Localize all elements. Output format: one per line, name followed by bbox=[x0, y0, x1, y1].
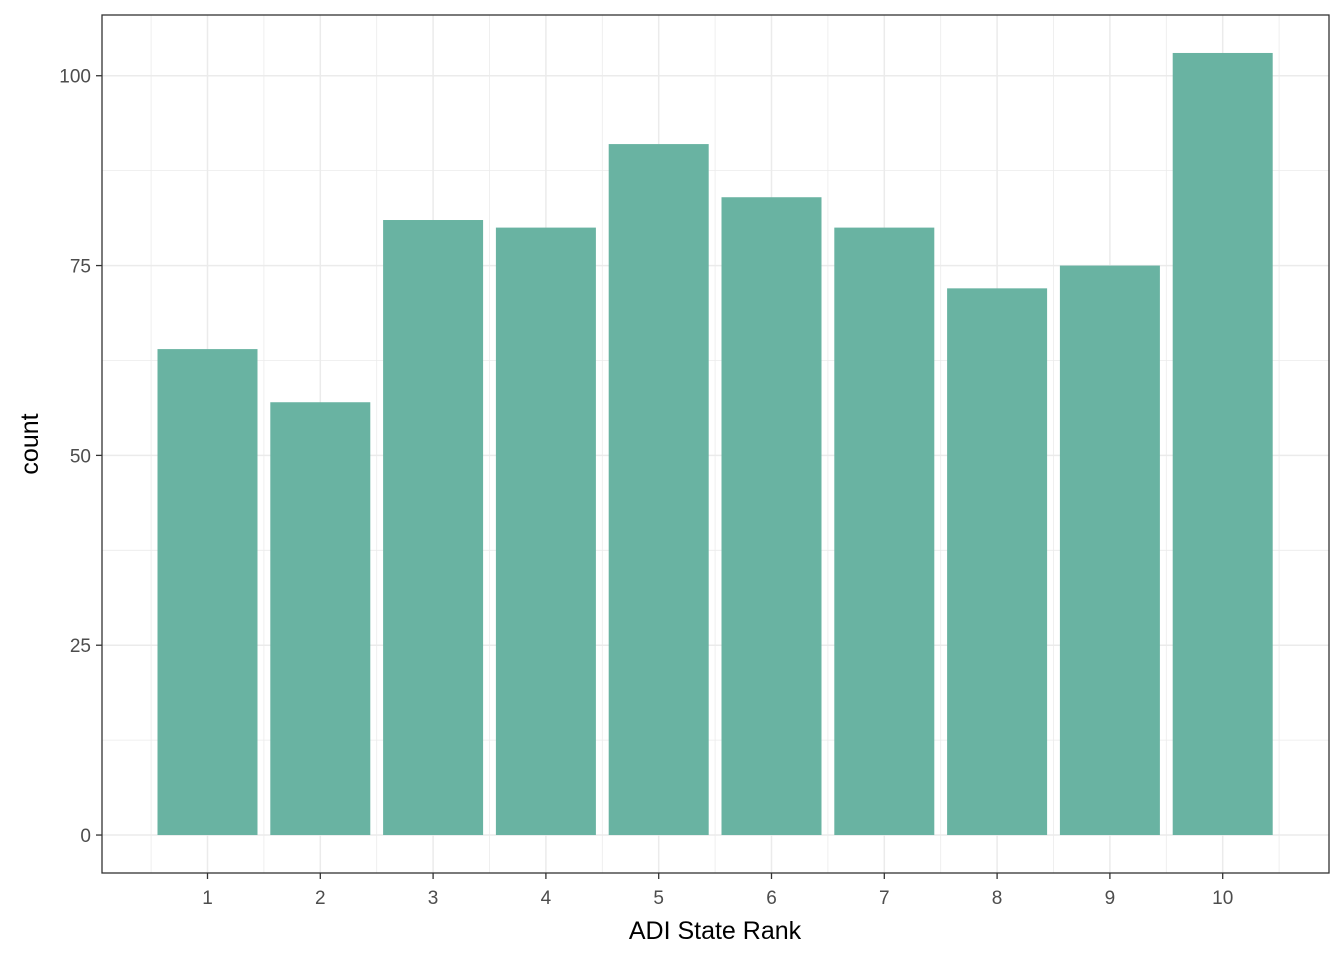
x-tick-label: 7 bbox=[879, 888, 890, 909]
y-tick-label: 100 bbox=[59, 67, 91, 88]
bar-10 bbox=[1172, 52, 1273, 836]
panel-border bbox=[101, 14, 1330, 874]
x-tick-label: 6 bbox=[766, 888, 777, 909]
y-tick-label: 50 bbox=[70, 446, 91, 467]
x-tick-label: 4 bbox=[541, 888, 552, 909]
bar-4 bbox=[495, 227, 596, 836]
bar-8 bbox=[947, 288, 1048, 836]
x-tick-label: 8 bbox=[992, 888, 1003, 909]
y-tick-label: 25 bbox=[70, 636, 91, 657]
x-tick-label: 10 bbox=[1212, 888, 1233, 909]
bar-9 bbox=[1059, 265, 1160, 836]
y-tick-label: 75 bbox=[70, 257, 91, 278]
bar-7 bbox=[834, 227, 935, 836]
axis-ticks bbox=[96, 75, 1224, 879]
x-tick-label: 5 bbox=[653, 888, 664, 909]
x-axis-title: ADI State Rank bbox=[629, 917, 802, 945]
x-tick-label: 1 bbox=[202, 888, 213, 909]
x-tick-label: 9 bbox=[1105, 888, 1116, 909]
bar-6 bbox=[721, 197, 822, 836]
x-tick-label: 3 bbox=[428, 888, 439, 909]
bar-3 bbox=[383, 220, 484, 836]
bar-1 bbox=[157, 349, 258, 836]
x-tick-label: 2 bbox=[315, 888, 326, 909]
y-axis-title: count bbox=[16, 413, 44, 474]
bars bbox=[157, 52, 1273, 836]
tick-labels: 0 25 50 75 100 1 2 3 4 5 6 7 8 9 10 bbox=[59, 67, 1233, 909]
y-tick-label: 0 bbox=[80, 826, 91, 847]
bar-2 bbox=[270, 402, 371, 836]
bar-5 bbox=[608, 144, 709, 836]
